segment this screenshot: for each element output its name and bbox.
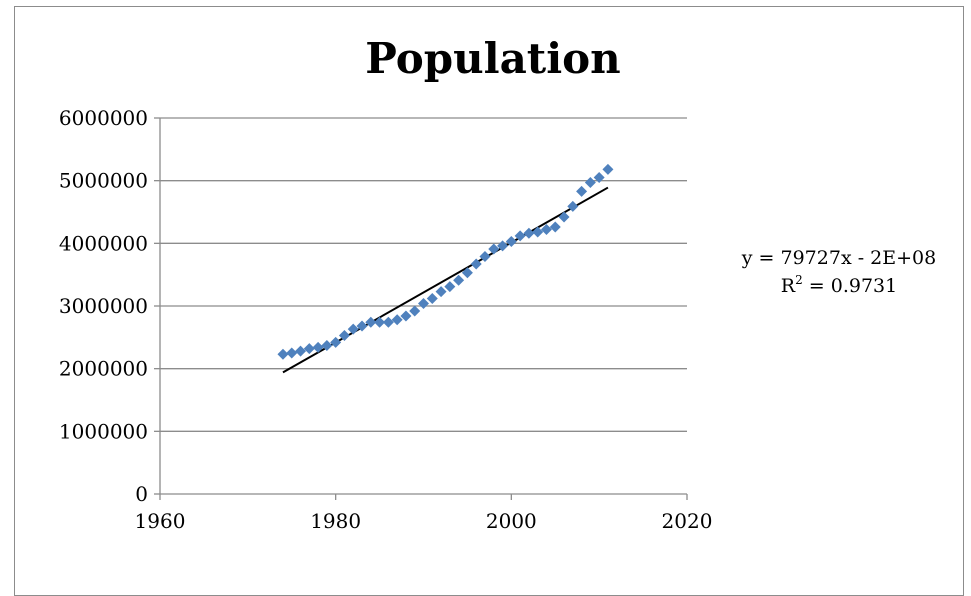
data-point-2000 [505,235,517,247]
data-point-2010 [593,172,605,184]
x-tick-label-3: 2020 [662,509,713,533]
data-point-2006 [558,211,570,223]
data-point-1981 [338,329,350,341]
data-point-2007 [567,200,579,212]
data-point-1991 [426,292,438,304]
data-point-1995 [461,267,473,279]
y-tick-label-1: 1000000 [59,419,148,443]
population-chart: Population 0 1000000 2000000 3000000 4000000… [59,34,936,533]
data-point-1999 [497,240,509,252]
data-point-1988 [400,310,412,322]
trendline-group [282,186,609,374]
data-point-2003 [532,226,544,238]
r-squared-label: R2 = 0.9731 [781,273,897,297]
data-point-1993 [444,281,456,293]
y-tick-label-2: 2000000 [59,357,148,381]
x-tick-label-1: 1980 [310,509,361,533]
r-squared-value: = 0.9731 [803,275,897,297]
data-point-1990 [418,297,429,309]
trendline-equation: y = 79727x - 2E+08 [741,247,936,269]
data-point-1974 [277,348,289,360]
data-point-1975 [286,347,298,359]
data-point-1998 [488,243,500,255]
data-point-1983 [356,320,368,332]
data-point-1976 [295,345,307,357]
axes [154,117,688,500]
data-point-2005 [549,221,561,233]
data-point-1992 [435,286,447,298]
data-point-1997 [479,250,491,262]
data-point-1989 [409,305,421,317]
data-point-1978 [312,341,324,353]
data-point-1986 [382,316,394,328]
r-squared-r: R [781,275,796,297]
data-point-2004 [540,224,552,236]
data-point-1979 [321,339,333,351]
y-tick-label-4: 4000000 [59,231,148,255]
data-point-2009 [584,177,596,189]
chart-title: Population [365,34,620,83]
data-point-1996 [470,258,482,270]
data-point-2002 [523,227,535,239]
x-tick-label-0: 1960 [135,509,186,533]
data-point-1985 [374,316,386,328]
data-point-1994 [453,274,465,286]
x-tick-labels: 1960 1980 2000 2020 [135,509,713,533]
y-tick-label-3: 3000000 [59,294,148,318]
data-point-1987 [391,314,403,326]
y-tick-label-6: 6000000 [59,106,148,130]
data-point-1982 [347,323,359,335]
trendline [282,186,609,374]
data-point-1980 [330,336,342,348]
r-squared-exponent: 2 [795,273,803,287]
y-tick-label-5: 5000000 [59,169,148,193]
x-tick-label-2: 2000 [486,509,537,533]
data-points [277,163,614,360]
y-tick-labels: 0 1000000 2000000 3000000 4000000 5000000 6000… [59,106,148,506]
data-point-2001 [514,230,526,242]
data-point-2008 [576,185,588,197]
data-point-1977 [303,343,315,355]
y-tick-label-0: 0 [135,482,148,506]
data-point-2011 [602,163,614,175]
chart-frame: Population 0 1000000 2000000 3000000 4000000… [14,6,964,596]
data-point-1984 [365,316,377,328]
